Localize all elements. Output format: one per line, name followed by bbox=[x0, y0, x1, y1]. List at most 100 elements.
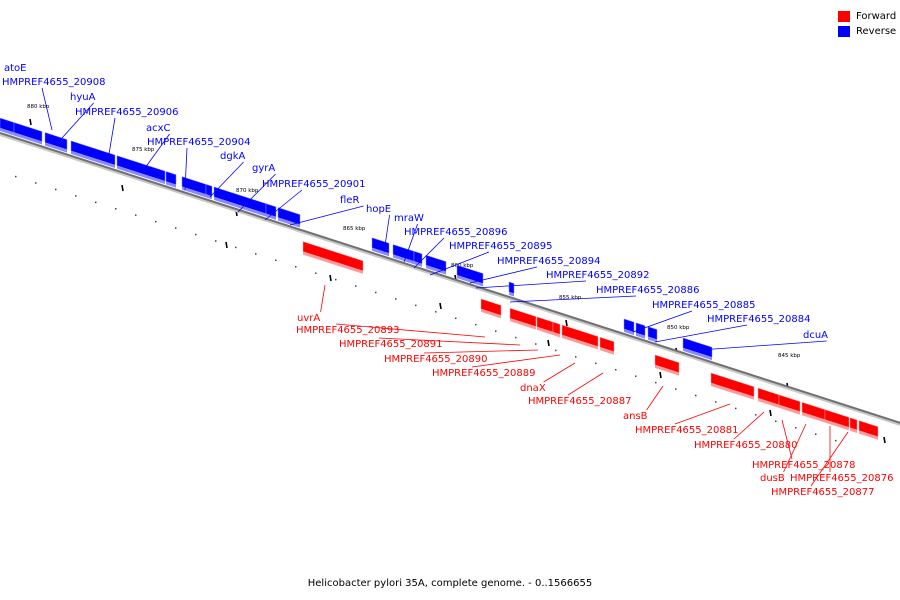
scale-ticks: 880 kbp 875 kbp 870 kbp 865 kbp 860 kbp 855 k… bbox=[27, 104, 801, 359]
minor-tick bbox=[475, 323, 477, 326]
scale-tick-mark bbox=[659, 371, 662, 379]
reverse-gene-label: fleR bbox=[340, 195, 359, 206]
forward-gene-label: HMPREF4655_20877 bbox=[771, 487, 874, 498]
minor-tick bbox=[335, 278, 337, 281]
reverse-gene-leader-line bbox=[632, 310, 693, 333]
minor-tick bbox=[375, 291, 377, 294]
reverse-gene-box bbox=[165, 171, 177, 188]
reverse-gene-label: HMPREF4655_20894 bbox=[497, 256, 600, 267]
forward-gene-leader-line bbox=[781, 419, 793, 460]
minor-tick bbox=[155, 220, 157, 223]
minor-tick bbox=[95, 201, 97, 204]
reverse-gene-leader-line bbox=[41, 87, 53, 131]
figure-caption: Helicobacter pylori 35A, complete genome… bbox=[307, 578, 593, 589]
reverse-gene-box bbox=[116, 155, 166, 185]
forward-gene-leader-line bbox=[783, 423, 807, 473]
minor-tick bbox=[695, 394, 697, 397]
minor-tick bbox=[755, 414, 757, 416]
forward-gene-leader-line bbox=[335, 323, 486, 338]
reverse-gene-leader-line bbox=[264, 189, 303, 221]
reverse-gene-leader-line bbox=[237, 173, 276, 213]
forward-gene-leader-line bbox=[810, 431, 849, 487]
minor-tick bbox=[435, 311, 437, 313]
reverse-gene-label: HMPREF4655_20886 bbox=[596, 285, 699, 296]
minor-tick bbox=[315, 272, 317, 274]
minor-tick bbox=[575, 356, 577, 358]
forward-gene-leader-line bbox=[320, 284, 326, 313]
minor-tick bbox=[615, 369, 617, 371]
reverse-gene-leader-line bbox=[61, 102, 94, 139]
forward-gene-label: uvrA bbox=[297, 313, 320, 324]
reverse-gene-box bbox=[265, 203, 277, 220]
reverse-gene-label: gyrA bbox=[252, 163, 275, 174]
reverse-gene-box bbox=[277, 207, 301, 228]
minor-tick bbox=[415, 304, 417, 307]
legend-forward-label: Forward bbox=[856, 10, 897, 22]
forward-gene-leader-line bbox=[471, 354, 561, 368]
scale-tick-label: 860 kbp bbox=[451, 263, 474, 269]
forward-gene-box bbox=[561, 324, 599, 350]
reverse-gene-leader-line bbox=[429, 251, 490, 276]
minor-tick bbox=[135, 214, 137, 216]
minor-tick bbox=[635, 375, 637, 377]
minor-tick bbox=[735, 407, 737, 410]
backbone-shadow bbox=[0, 133, 900, 426]
minor-tick bbox=[175, 227, 177, 229]
scale-tick-mark bbox=[769, 409, 772, 417]
forward-gene-label: HMPREF4655_20891 bbox=[339, 339, 442, 350]
minor-tick bbox=[235, 246, 237, 249]
forward-gene-leader-line bbox=[423, 349, 539, 354]
reverse-gene-leader-line bbox=[289, 205, 364, 226]
reverse-gene-leader-line bbox=[509, 295, 637, 303]
forward-swatch bbox=[838, 10, 850, 22]
minor-tick bbox=[655, 381, 657, 384]
reverse-gene-box bbox=[456, 264, 484, 287]
gene-labels: atoE HMPREF4655_20908 hyuA HMPREF4655_20906… bbox=[2, 63, 893, 498]
minor-tick bbox=[535, 343, 537, 345]
minor-tick bbox=[455, 317, 457, 320]
forward-gene-label: HMPREF4655_20878 bbox=[752, 460, 855, 471]
reverse-gene-label: hyuA bbox=[70, 92, 96, 103]
minor-tick bbox=[35, 182, 37, 184]
reverse-gene-label: HMPREF4655_20896 bbox=[404, 227, 507, 238]
forward-gene-label: HMPREF4655_20887 bbox=[528, 396, 631, 407]
scale-tick-mark bbox=[883, 436, 886, 444]
forward-gene-box bbox=[536, 316, 554, 336]
minor-tick bbox=[675, 388, 677, 390]
reverse-gene-label: HMPREF4655_20908 bbox=[2, 77, 105, 88]
minor-tick bbox=[275, 259, 277, 262]
forward-gene-leader-line bbox=[543, 362, 576, 383]
forward-gene-box bbox=[858, 420, 879, 440]
reverse-gene-leader-line bbox=[469, 266, 538, 284]
minor-tick bbox=[195, 233, 197, 236]
scale-tick-mark bbox=[547, 339, 550, 347]
scale-tick-label: 865 kbp bbox=[343, 226, 366, 232]
reverse-gene-label: acxC bbox=[146, 123, 171, 134]
reverse-gene-box bbox=[682, 337, 713, 361]
minor-tick bbox=[795, 426, 797, 429]
reverse-gene-label: HMPREF4655_20892 bbox=[546, 270, 649, 281]
reverse-gene-leader-line bbox=[383, 214, 390, 253]
minor-tick bbox=[395, 298, 397, 300]
legend-reverse-label: Reverse bbox=[856, 25, 897, 37]
forward-gene-label: HMPREF4655_20880 bbox=[694, 440, 797, 451]
minor-tick bbox=[715, 401, 717, 403]
reverse-gene-label: HMPREF4655_20885 bbox=[652, 300, 755, 311]
forward-gene-box bbox=[509, 307, 537, 330]
scale-tick-mark bbox=[225, 241, 228, 249]
forward-gene-leader-line bbox=[378, 337, 521, 346]
forward-gene-box bbox=[302, 241, 364, 274]
forward-gene-label: HMPREF4655_20893 bbox=[296, 325, 399, 336]
reverse-gene-label: dgkA bbox=[220, 151, 245, 162]
reverse-gene-leader-line bbox=[403, 223, 418, 263]
forward-gene-box bbox=[710, 372, 755, 400]
minor-tick bbox=[555, 349, 557, 352]
scale-tick-label: 880 kbp bbox=[27, 104, 50, 110]
gene-features bbox=[0, 117, 879, 440]
reverse-gene-box bbox=[70, 140, 116, 169]
minor-tick bbox=[815, 433, 817, 435]
reverse-gene-leader-line bbox=[654, 324, 748, 343]
minor-tick bbox=[55, 188, 57, 191]
forward-gene-box bbox=[801, 401, 826, 423]
forward-gene-label: dusB bbox=[760, 473, 785, 484]
